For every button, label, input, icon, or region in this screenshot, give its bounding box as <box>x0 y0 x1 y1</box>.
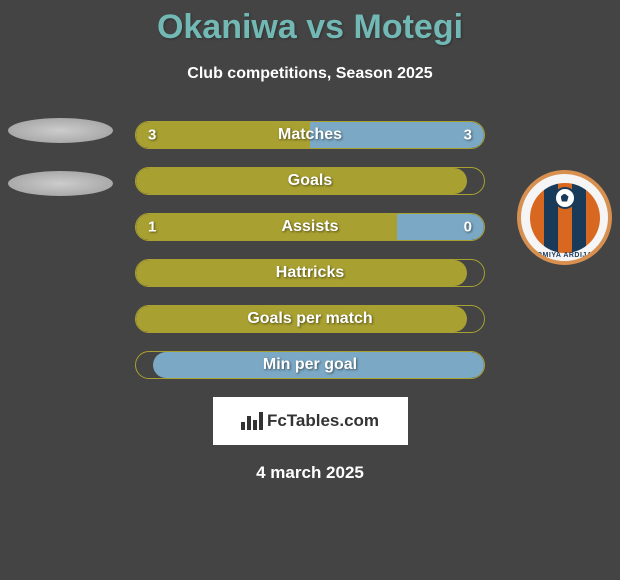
comparison-bar-row: Assists 1 0 <box>0 213 620 241</box>
bar-value-right: 0 <box>464 219 472 236</box>
branding-text: FcTables.com <box>267 411 379 431</box>
bar-container: Assists 1 0 <box>135 213 485 241</box>
page-title: Okaniwa vs Motegi <box>0 0 620 47</box>
bar-label: Assists <box>282 218 339 236</box>
bar-chart-icon <box>241 412 263 430</box>
bar-value-right: 3 <box>464 127 472 144</box>
bar-value-left: 3 <box>148 127 156 144</box>
bar-container: Hattricks <box>135 259 485 287</box>
fctables-logo: FcTables.com <box>241 411 379 431</box>
bar-label: Hattricks <box>276 264 344 282</box>
comparison-bar-row: Goals per match <box>0 305 620 333</box>
bar-label: Goals <box>288 172 332 190</box>
comparison-bar-row: Goals <box>0 167 620 195</box>
bar-container: Matches 3 3 <box>135 121 485 149</box>
main-container: Okaniwa vs Motegi Club competitions, Sea… <box>0 0 620 483</box>
bar-label: Goals per match <box>247 310 372 328</box>
bar-label: Matches <box>278 126 342 144</box>
bar-segment-left <box>136 214 397 240</box>
comparison-bar-row: Hattricks <box>0 259 620 287</box>
bar-container: Goals per match <box>135 305 485 333</box>
bar-label: Min per goal <box>263 356 357 374</box>
bar-value-left: 1 <box>148 219 156 236</box>
bar-container: Min per goal <box>135 351 485 379</box>
comparison-bars: Matches 3 3 Goals Assists 1 0 Hattricks Goals pe… <box>0 121 620 379</box>
comparison-bar-row: Matches 3 3 <box>0 121 620 149</box>
page-subtitle: Club competitions, Season 2025 <box>0 65 620 83</box>
branding-box: FcTables.com <box>213 397 408 445</box>
date-label: 4 march 2025 <box>0 463 620 483</box>
comparison-bar-row: Min per goal <box>0 351 620 379</box>
bar-container: Goals <box>135 167 485 195</box>
